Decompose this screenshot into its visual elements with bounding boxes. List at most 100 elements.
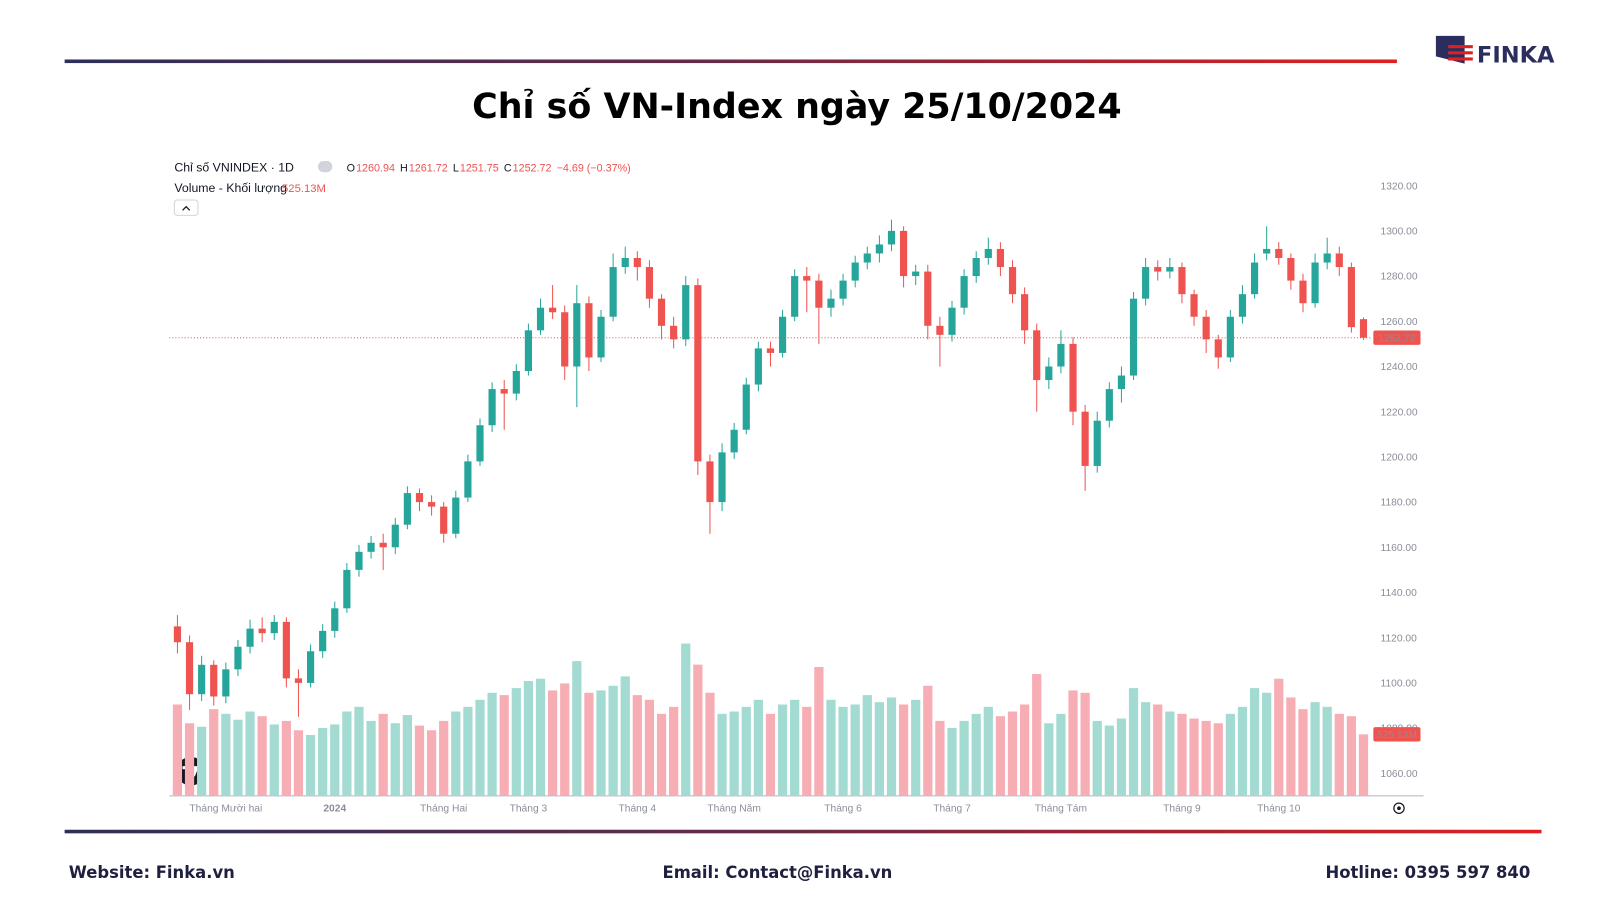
volume-bar <box>995 716 1006 796</box>
volume-bar <box>826 699 836 796</box>
y-tick-label: 1260.00 <box>1381 317 1418 328</box>
candle-body <box>367 542 375 552</box>
y-tick-label: 1300.00 <box>1381 226 1418 237</box>
candle-body <box>440 506 448 534</box>
candle-body <box>306 651 315 683</box>
volume-bar <box>269 724 279 796</box>
y-tick-label: 1220.00 <box>1381 407 1418 418</box>
settings-icon[interactable] <box>1393 802 1405 814</box>
candle-body <box>682 285 690 340</box>
candle-body <box>912 271 920 277</box>
x-tick-label: Tháng 7 <box>933 803 971 814</box>
volume-bar <box>1334 713 1344 796</box>
volume-name: Volume - Khối lượng <box>174 181 287 195</box>
volume-bar <box>305 734 316 796</box>
volume-bar <box>705 692 715 796</box>
volume-bar <box>499 695 509 796</box>
candle-body <box>282 621 290 679</box>
y-tick-label: 1160.00 <box>1381 543 1418 554</box>
volume-bar <box>983 706 993 796</box>
y-tick-label: 1180.00 <box>1381 498 1418 509</box>
candle-body <box>1057 343 1065 367</box>
volume-bar <box>959 720 969 796</box>
candle-body <box>1081 411 1089 466</box>
candle-body <box>452 497 460 534</box>
candle-body <box>730 429 738 453</box>
volume-bar <box>765 713 776 796</box>
y-tick-label: 1140.00 <box>1381 588 1418 599</box>
volume-bar <box>935 720 945 796</box>
candle-body <box>1105 389 1113 421</box>
volume-bar <box>281 720 291 796</box>
volume-bar <box>378 713 388 796</box>
volume-bar <box>1153 704 1163 796</box>
logo: FINKA <box>1435 35 1555 69</box>
candle-body <box>379 542 387 548</box>
volume-bar <box>1128 688 1139 796</box>
volume-bar <box>802 706 812 796</box>
volume-bar <box>402 715 412 796</box>
candle-body <box>670 325 678 340</box>
candle-body <box>343 569 351 609</box>
volume-bar <box>1141 702 1151 796</box>
candle-body <box>1069 343 1077 412</box>
candle-body <box>597 316 605 358</box>
volume-bar <box>354 706 364 796</box>
candle-body <box>234 646 242 670</box>
y-tick-label: 1280.00 <box>1381 272 1418 283</box>
candle-body <box>936 325 944 335</box>
volume-bar <box>245 711 255 796</box>
candle-body <box>1045 366 1053 381</box>
candle-body <box>415 493 424 503</box>
footer-email: Email: Contact@Finka.vn <box>662 863 892 882</box>
volume-bar <box>681 643 691 796</box>
candle-body <box>694 285 702 462</box>
price-tag <box>1373 330 1421 345</box>
candle-body <box>319 630 327 652</box>
candle-body <box>1226 316 1234 358</box>
volume-bar <box>366 720 376 796</box>
volume-bar <box>1020 704 1030 796</box>
volume-value: 525.13M <box>282 183 326 195</box>
volume-bar <box>1225 713 1235 796</box>
candle-body <box>621 258 629 268</box>
volume-bar <box>741 706 751 796</box>
price-tag-label: 1252.72 <box>1378 333 1415 344</box>
volume-bar <box>1346 716 1356 796</box>
candle-body <box>1093 420 1101 466</box>
candle-body <box>839 280 847 299</box>
ohlc-key: H <box>400 162 408 174</box>
ohlc-value: 1261.72 <box>409 162 448 174</box>
footer-hotline: Hotline: 0395 597 840 <box>1326 863 1531 882</box>
candle-body <box>331 608 339 631</box>
settings[interactable] <box>1393 802 1405 814</box>
logo-stripe <box>1448 51 1473 55</box>
volume-bar <box>1310 702 1320 796</box>
candle-body <box>1033 330 1041 381</box>
x-tick-label: Tháng Hai <box>420 803 467 814</box>
volume-bar <box>1044 723 1054 796</box>
volume-bar <box>693 664 703 796</box>
volume-bar <box>790 699 800 796</box>
x-tick-label: Tháng 4 <box>619 803 657 814</box>
volume-tag <box>1373 727 1421 742</box>
volume-bar <box>1007 711 1018 796</box>
badge <box>317 161 333 173</box>
volume-bar <box>898 704 909 796</box>
candle-body <box>173 626 182 643</box>
candle-body <box>524 330 532 372</box>
volume-bar <box>596 690 606 796</box>
top-rule <box>64 59 1397 64</box>
ohlc-key: C <box>504 162 512 174</box>
volume-bar <box>947 727 957 796</box>
candle-body <box>488 389 496 426</box>
candle-body <box>718 452 726 503</box>
x-tick-label: Tháng Mười hai <box>189 803 262 814</box>
candle-body <box>549 307 557 313</box>
candle-body <box>1021 294 1029 331</box>
collapse-button[interactable] <box>173 199 199 216</box>
volume-bar <box>463 706 473 796</box>
volume-bar <box>475 699 485 796</box>
settings-dot <box>1397 806 1401 811</box>
